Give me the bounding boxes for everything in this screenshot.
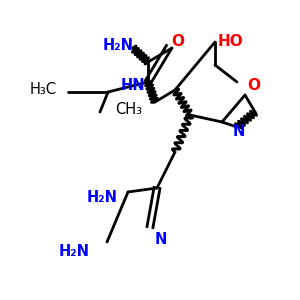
Text: H₂N: H₂N (103, 38, 134, 52)
Text: H₂N: H₂N (59, 244, 90, 260)
Text: H₃C: H₃C (30, 82, 57, 98)
Text: CH₃: CH₃ (115, 103, 142, 118)
Text: N: N (233, 124, 245, 140)
Text: O: O (247, 77, 260, 92)
Text: HO: HO (218, 34, 244, 50)
Text: O: O (172, 34, 184, 50)
Text: N: N (155, 232, 167, 247)
Text: H₂N: H₂N (87, 190, 118, 206)
Text: HN: HN (120, 77, 145, 92)
